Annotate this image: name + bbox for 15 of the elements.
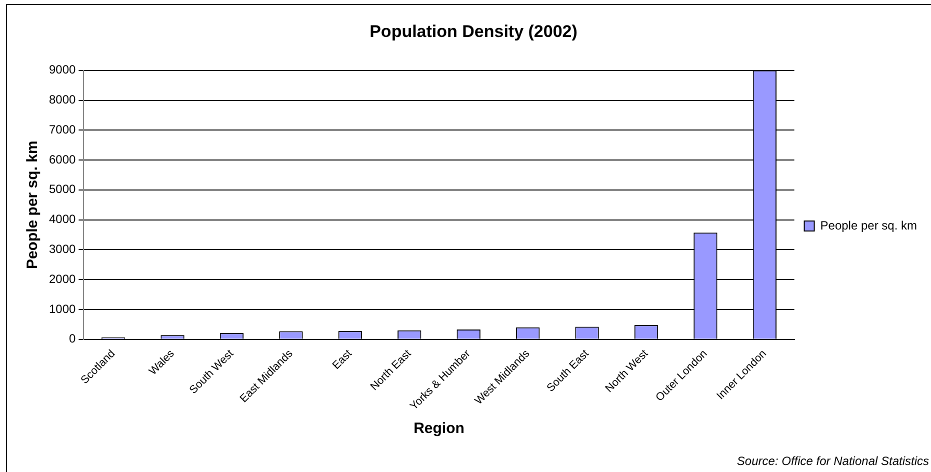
y-tick-label: 5000 [48,182,76,196]
y-tick-label: 7000 [48,122,76,136]
y-tick-label: 6000 [48,152,76,166]
y-tick-label: 0 [69,332,76,346]
chart-title: Population Density (2002) [370,22,578,41]
y-tick-label: 4000 [48,212,76,226]
source-note: Source: Office for National Statistics [736,454,929,468]
x-axis-title: Region [414,420,464,438]
y-tick-label: 1000 [48,302,76,316]
y-tick-label: 3000 [48,242,76,256]
y-tick-label: 9000 [48,62,76,77]
y-tick-label: 8000 [48,92,76,107]
legend-label: People per sq. km [820,218,918,232]
y-axis-title: People per sq. km [24,140,42,270]
y-tick-label: 2000 [48,272,76,286]
